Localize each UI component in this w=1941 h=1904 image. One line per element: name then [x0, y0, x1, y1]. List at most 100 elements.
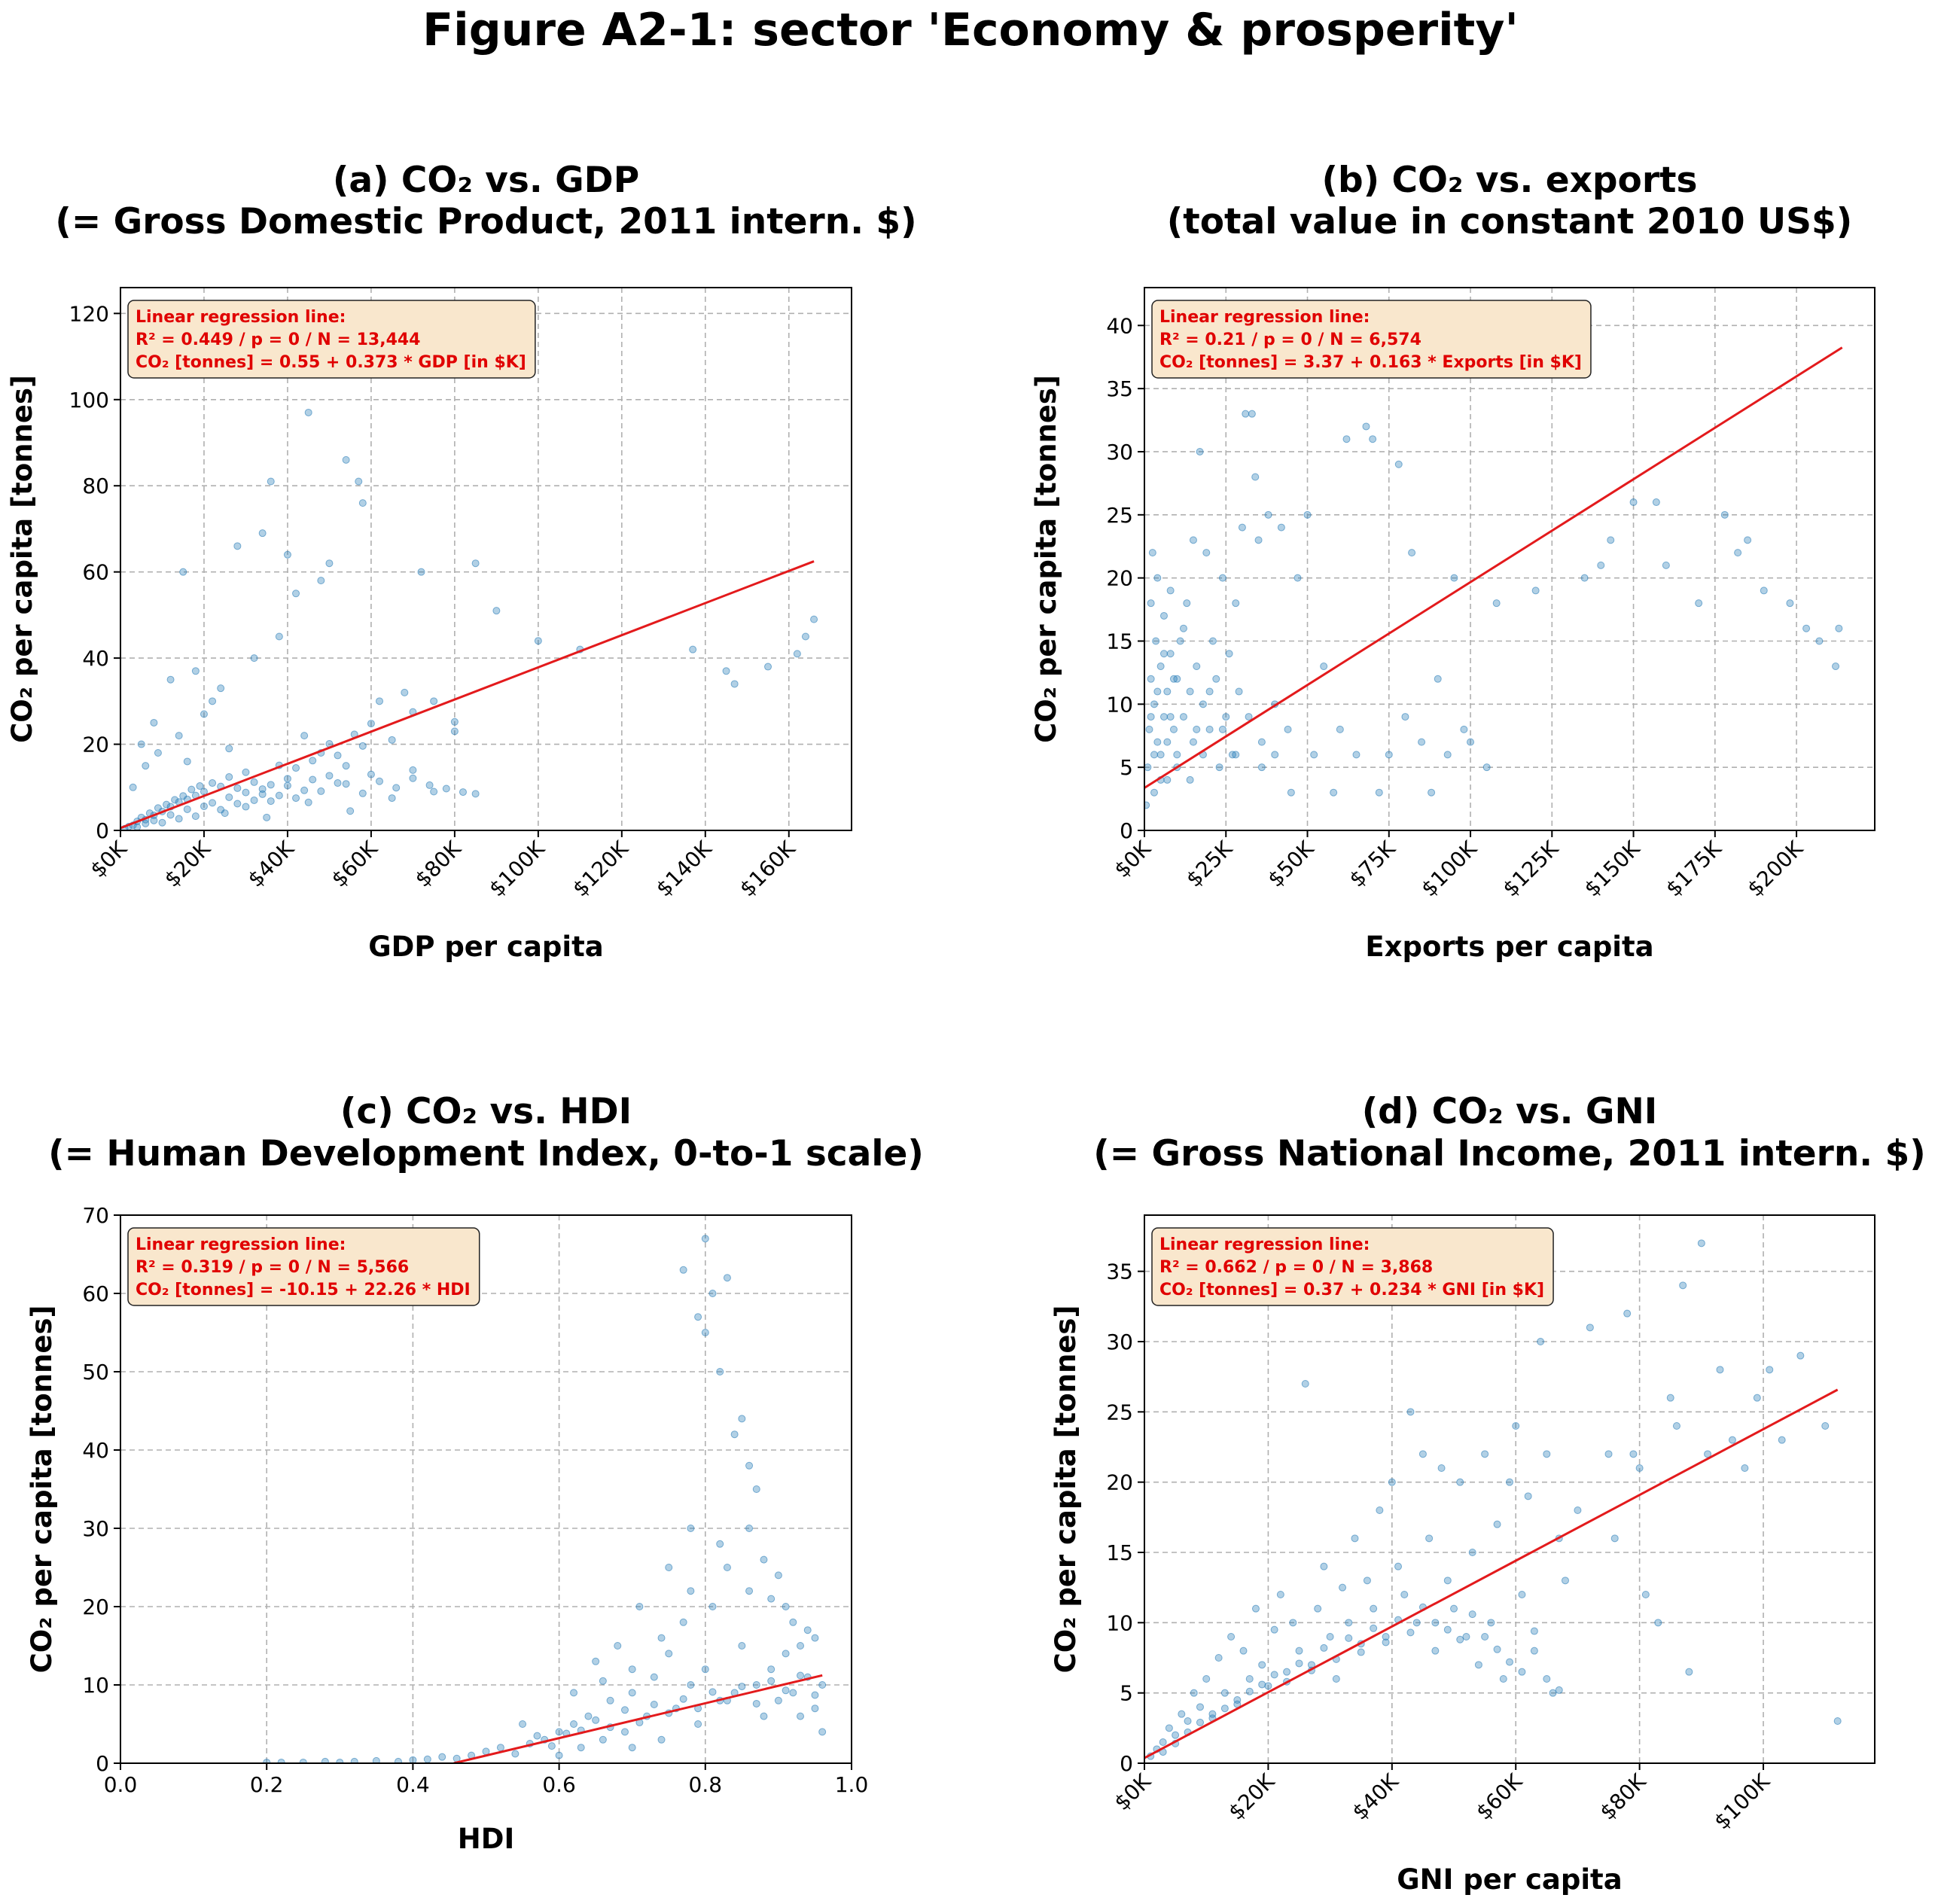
scatter-point	[1301, 1380, 1309, 1388]
y-tick-label: 10	[1106, 692, 1133, 717]
scatter-point	[1156, 663, 1165, 671]
scatter-point	[292, 764, 300, 772]
scatter-point	[1271, 751, 1279, 759]
scatter-point	[818, 1681, 827, 1689]
scatter-point	[708, 1603, 717, 1610]
scatter-point	[263, 813, 271, 821]
scatter-point	[1362, 422, 1370, 431]
x-tick-label: $200K	[1742, 836, 1808, 901]
scatter-point	[283, 781, 291, 790]
scatter-point	[1242, 410, 1250, 418]
scatter-point	[1623, 1309, 1632, 1318]
panel-title-line2: (total value in constant 2010 US$)	[1167, 201, 1852, 242]
scatter-point	[599, 1677, 607, 1685]
scatter-point	[258, 785, 267, 794]
scatter-point	[1215, 763, 1223, 772]
scatter-point	[1258, 1661, 1266, 1669]
scatter-point	[1184, 1717, 1192, 1725]
scatter-point	[687, 1525, 695, 1532]
scatter-point	[1326, 1633, 1334, 1640]
y-axis-label: CO₂ per capita [tonnes]	[26, 1305, 58, 1674]
scatter-point	[1549, 1689, 1557, 1697]
x-tick-label: $160K	[735, 836, 800, 901]
scatter-point	[1376, 1506, 1384, 1514]
scatter-point	[764, 663, 772, 671]
scatter-point	[250, 796, 258, 804]
plot-frame	[120, 287, 852, 831]
scatter-point	[767, 1677, 775, 1685]
scatter-point	[1753, 1394, 1761, 1402]
x-tick-label: $100K	[484, 836, 550, 901]
scatter-point	[793, 650, 801, 658]
x-tick-label: $120K	[568, 836, 633, 901]
scatter-point	[1257, 763, 1266, 772]
scatter-point	[1462, 1633, 1470, 1640]
scatter-point	[317, 577, 325, 585]
scatter-point	[1189, 738, 1197, 746]
scatter-point	[620, 1728, 629, 1736]
scatter-point	[1289, 1619, 1297, 1627]
scatter-point	[1320, 663, 1328, 671]
scatter-point	[1537, 1338, 1545, 1345]
plot-frame	[1144, 1214, 1875, 1764]
scatter-point	[317, 787, 325, 795]
scatter-point	[430, 787, 438, 796]
scatter-point	[1147, 599, 1155, 608]
scatter-point	[309, 757, 317, 765]
scatter-point	[1186, 687, 1194, 696]
scatter-point	[275, 791, 283, 800]
scatter-point	[1245, 1675, 1254, 1683]
scatter-point	[1468, 1549, 1476, 1556]
scatter-point	[1499, 1675, 1507, 1683]
y-tick-label: 5	[1120, 755, 1133, 780]
scatter-point	[342, 762, 350, 770]
scatter-point	[471, 559, 480, 568]
scatter-point	[1734, 549, 1742, 557]
scatter-point	[803, 1626, 812, 1634]
scatter-point	[1363, 1577, 1371, 1585]
scatter-point	[797, 1642, 805, 1650]
scatter-point	[496, 1744, 504, 1752]
scatter-point	[1518, 1591, 1526, 1598]
scatter-point	[1481, 1450, 1489, 1458]
scatter-point	[1493, 1645, 1501, 1653]
scatter-point	[1214, 1654, 1223, 1662]
scatter-point	[701, 1235, 709, 1243]
panel-title-line2: (= Gross Domestic Product, 2011 intern. …	[55, 201, 916, 242]
scatter-point	[606, 1696, 614, 1704]
scatter-point	[628, 1744, 636, 1752]
scatter-point	[1330, 788, 1338, 797]
scatter-point	[760, 1712, 768, 1720]
scatter-point	[1205, 725, 1214, 733]
scatter-point	[1251, 473, 1260, 481]
scatter-point	[163, 800, 171, 809]
scatter-point	[1232, 751, 1240, 759]
scatter-point	[1314, 1604, 1322, 1613]
scatter-point	[1744, 536, 1752, 544]
figure-title: Figure A2-1: sector 'Economy & prosperit…	[422, 4, 1519, 56]
x-tick-label: $80K	[1595, 1768, 1651, 1825]
scatter-point	[1153, 687, 1162, 696]
scatter-point	[367, 770, 375, 778]
regression-line	[1144, 1388, 1839, 1759]
regression-note-line3: CO₂ [tonnes] = -10.15 + 22.26 * HDI	[136, 1281, 471, 1299]
panel-title-line1: (a) CO₂ vs. GDP	[333, 160, 639, 201]
chart-panel-a: (a) CO₂ vs. GDP(= Gross Domestic Product…	[6, 160, 917, 963]
panels: (a) CO₂ vs. GDP(= Gross Domestic Product…	[6, 160, 1926, 1896]
y-tick-label: 0	[96, 818, 109, 843]
scatter-point	[267, 797, 275, 806]
scatter-point	[1145, 725, 1153, 733]
scatter-point	[1163, 738, 1172, 746]
scatter-point	[1196, 447, 1204, 455]
regression-note-line2: R² = 0.449 / p = 0 / N = 13,444	[136, 331, 421, 349]
scatter-point	[450, 727, 459, 736]
regression-note-box	[1151, 300, 1592, 379]
scatter-point	[1666, 1394, 1674, 1402]
scatter-point	[321, 1757, 329, 1763]
scatter-points	[120, 408, 818, 830]
y-tick-label: 30	[1106, 1330, 1133, 1354]
scatter-point	[1375, 788, 1383, 797]
scatter-point	[171, 796, 179, 804]
scatter-point	[1704, 1450, 1712, 1458]
scatter-point	[1220, 1689, 1229, 1697]
